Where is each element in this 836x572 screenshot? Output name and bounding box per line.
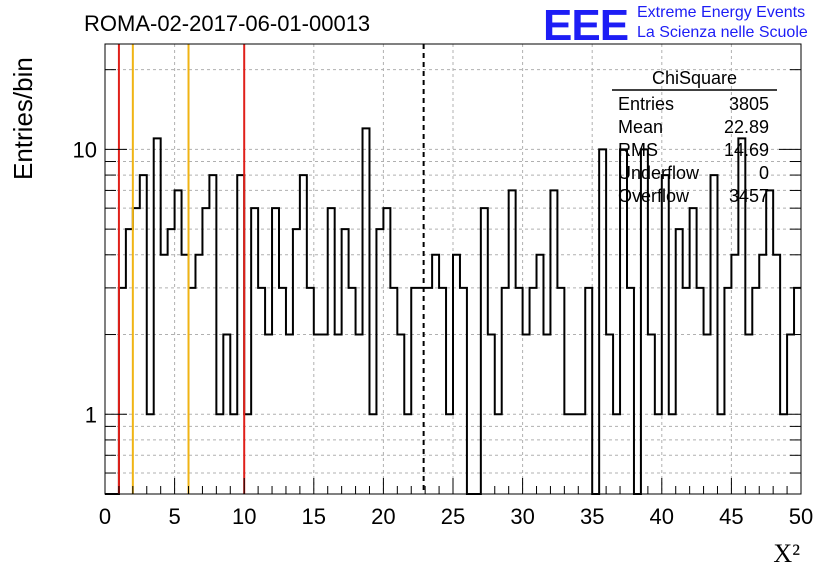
x-tick-label: 35 (580, 504, 604, 529)
stats-row-label: Underflow (618, 163, 700, 183)
eee-logo: EEE (543, 1, 629, 50)
stats-row-label: Entries (618, 94, 674, 114)
stats-row-value: 22.89 (724, 117, 769, 137)
x-tick-label: 5 (168, 504, 180, 529)
chart-title: ROMA-02-2017-06-01-00013 (84, 11, 371, 36)
x-tick-label: 50 (789, 504, 813, 529)
stats-box: ChiSquare Entries 3805 Mean 22.89 RMS 14.69 Und… (612, 68, 777, 206)
stats-row-label: RMS (618, 140, 658, 160)
y-axis-label: Entries/bin (8, 57, 38, 180)
stats-row-value: 3457 (729, 186, 769, 206)
stats-row-label: Mean (618, 117, 663, 137)
stats-row-value: 14.69 (724, 140, 769, 160)
x-tick-label: 25 (441, 504, 465, 529)
histogram-outline (105, 127, 801, 495)
stats-row-label: Overflow (618, 186, 690, 206)
y-tick-label: 1 (85, 402, 97, 427)
logo-line-2: La Scienza nelle Scuole (637, 24, 808, 41)
histogram-bins (105, 127, 801, 495)
stats-row-value: 3805 (729, 94, 769, 114)
stats-row-value: 0 (759, 163, 769, 183)
x-tick-label: 40 (650, 504, 674, 529)
x-tick-label: 20 (371, 504, 395, 529)
stats-title: ChiSquare (652, 68, 737, 88)
x-tick-label: 10 (232, 504, 256, 529)
x-tick-label: 15 (302, 504, 326, 529)
marker-lines (117, 44, 425, 494)
axes: 0 5 10 15 20 25 30 35 40 45 50 1 10 (73, 43, 813, 529)
logo-line-1: Extreme Energy Events (637, 4, 806, 21)
x-tick-label: 0 (99, 504, 111, 529)
y-tick-label: 10 (73, 137, 97, 162)
x-tick-label: 45 (719, 504, 743, 529)
x-axis-label: X² (773, 539, 800, 568)
x-tick-label: 30 (510, 504, 534, 529)
